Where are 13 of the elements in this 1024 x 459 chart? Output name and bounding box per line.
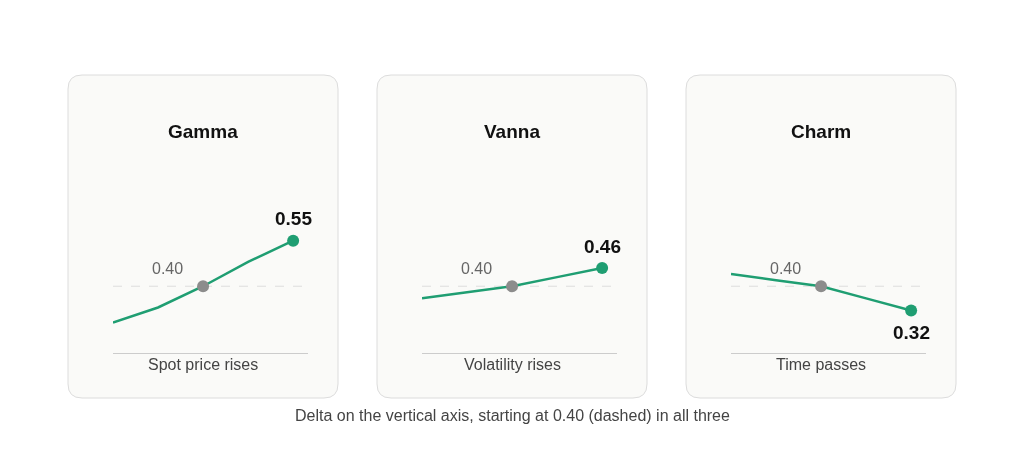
data-label: 0.32	[893, 322, 930, 343]
data-label: 0.46	[584, 236, 621, 257]
x-axis-title: Spot price rises	[148, 356, 259, 373]
data-label: 0.55	[275, 208, 313, 229]
data-label: 0.40	[152, 260, 184, 277]
chart-title: Gamma	[168, 121, 239, 142]
data-label: 0.40	[770, 260, 802, 277]
x-axis-title: Time passes	[776, 356, 867, 373]
chart-title: Vanna	[484, 121, 541, 142]
chart-title: Charm	[791, 121, 852, 142]
data-label: 0.40	[461, 260, 493, 277]
x-axis-title: Volatility rises	[464, 356, 561, 373]
text: Delta on the vertical axis, starting at 0.40 (dashed) in all three	[295, 407, 730, 424]
